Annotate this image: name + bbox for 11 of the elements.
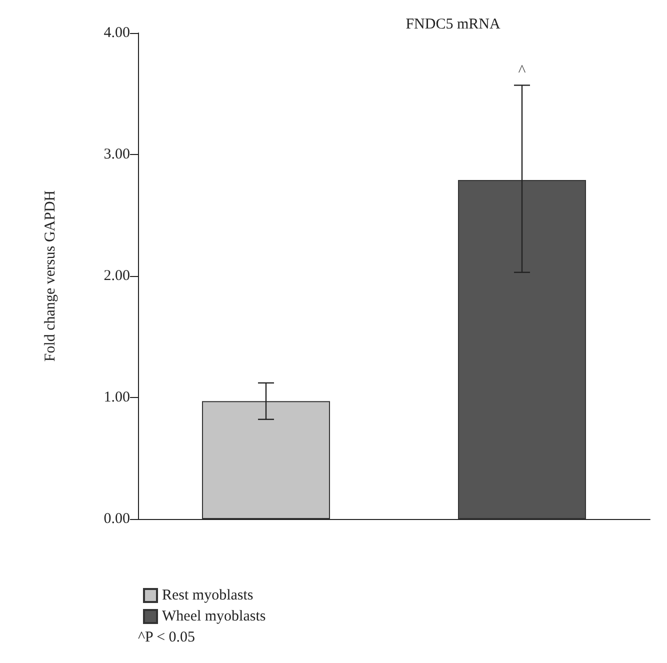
- y-axis-title: Fold change versus GAPDH: [42, 190, 58, 362]
- chart-title: FNDC5 mRNA: [406, 16, 500, 32]
- y-tick-label: 3.00: [104, 146, 130, 162]
- y-tick-label: 1.00: [104, 390, 130, 406]
- y-tick-label: 4.00: [104, 25, 130, 41]
- y-tick-label: 0.00: [104, 511, 130, 527]
- legend-label: Rest myoblasts: [162, 588, 254, 604]
- annotation: ^: [518, 62, 526, 80]
- y-tick-label: 2.00: [104, 268, 130, 284]
- legend-label: Wheel myoblasts: [162, 608, 266, 624]
- text: ^P < 0.05: [138, 630, 196, 646]
